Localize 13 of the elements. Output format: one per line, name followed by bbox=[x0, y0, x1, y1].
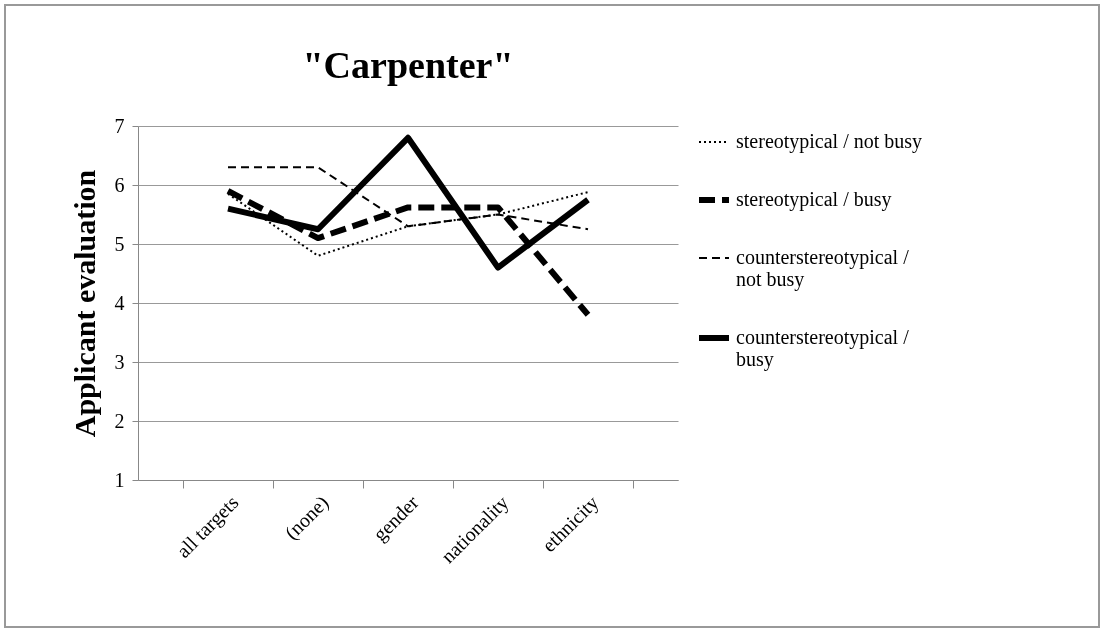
y-tick-label: 5 bbox=[114, 232, 125, 255]
y-axis-title: Applicant evaluation bbox=[67, 169, 101, 438]
y-tick-label: 2 bbox=[114, 409, 125, 432]
legend-label: stereotypical / busy bbox=[736, 188, 892, 211]
legend-label: counterstereotypical / not busy bbox=[736, 246, 910, 291]
legend-label: stereotypical / not busy bbox=[736, 130, 923, 153]
y-tick-label: 4 bbox=[114, 291, 125, 314]
y-tick-label: 7 bbox=[114, 114, 125, 137]
legend-label: counterstereotypical / busy bbox=[736, 326, 910, 371]
y-tick-label: 3 bbox=[114, 350, 125, 373]
y-tick-label: 1 bbox=[114, 468, 125, 491]
chart-title: "Carpenter" bbox=[302, 44, 514, 86]
y-tick-label: 6 bbox=[114, 173, 125, 196]
